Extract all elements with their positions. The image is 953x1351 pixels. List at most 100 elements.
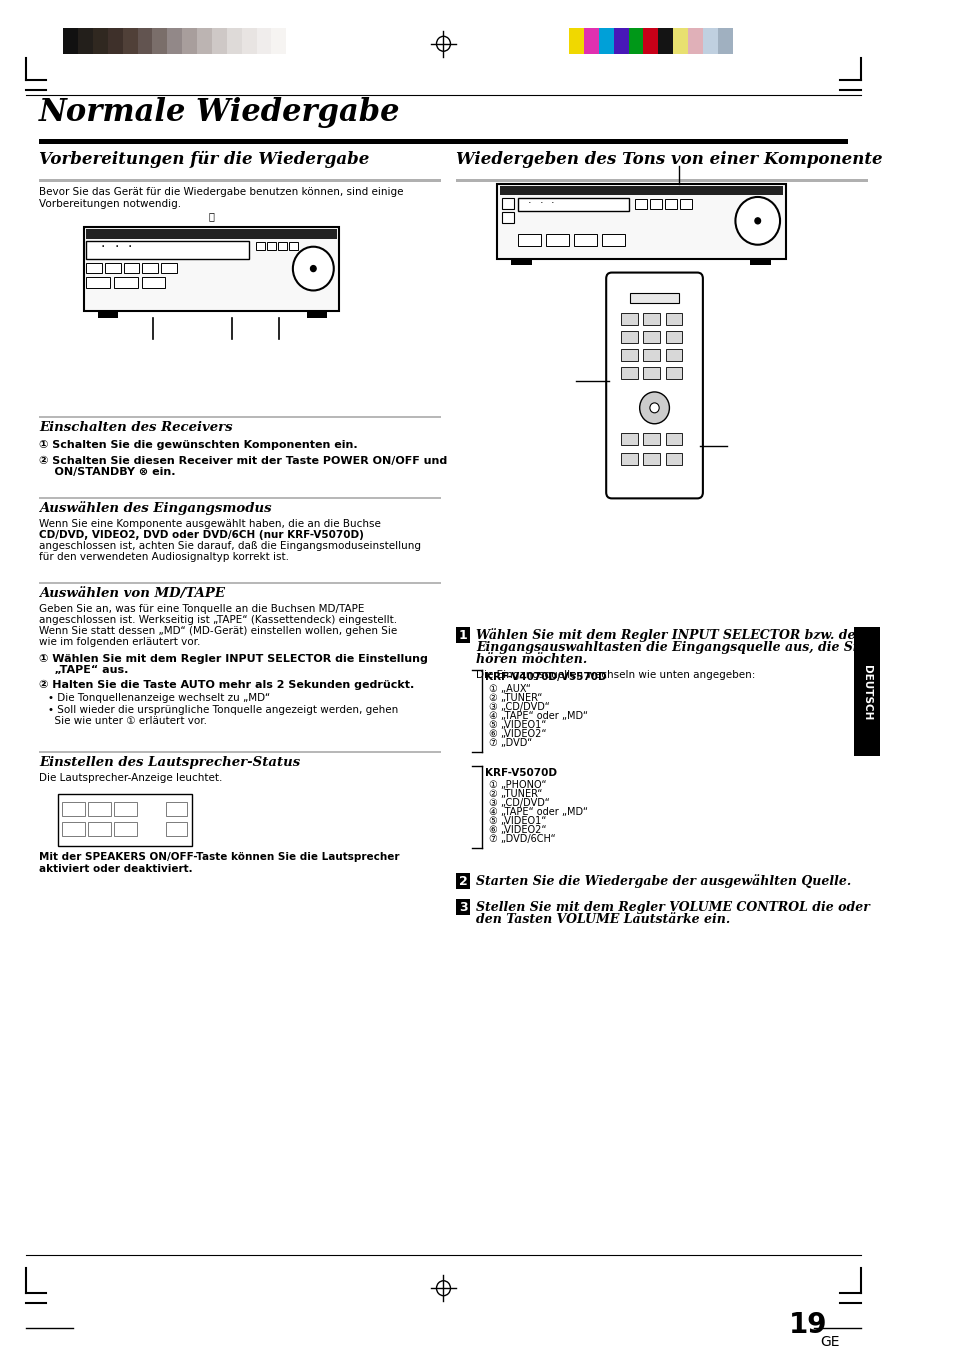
Bar bbox=[62, 801, 85, 816]
Text: Bevor Sie das Gerät für die Wiedergabe benutzen können, sind einige: Bevor Sie das Gerät für die Wiedergabe b… bbox=[39, 186, 403, 197]
Text: Eingangsauswahltasten die Eingangsquelle aus, die Sie: Eingangsauswahltasten die Eingangsquelle… bbox=[476, 640, 864, 654]
Bar bbox=[197, 28, 212, 54]
Text: wie im folgenden erläutert vor.: wie im folgenden erläutert vor. bbox=[39, 636, 200, 647]
Bar bbox=[665, 331, 681, 343]
Text: Die Eingangsquellen wechseln wie unten angegeben:: Die Eingangsquellen wechseln wie unten a… bbox=[476, 670, 755, 681]
Bar bbox=[142, 262, 158, 273]
Text: ② „TUNER“: ② „TUNER“ bbox=[489, 789, 542, 798]
Text: ① Wählen Sie mit dem Regler INPUT SELECTOR die Einstellung: ① Wählen Sie mit dem Regler INPUT SELECT… bbox=[39, 654, 428, 663]
Text: CD/DVD, VIDEO2, DVD oder DVD/6CH (nur KRF-V5070D): CD/DVD, VIDEO2, DVD oder DVD/6CH (nur KR… bbox=[39, 530, 363, 540]
Bar bbox=[39, 497, 440, 500]
Bar bbox=[642, 367, 659, 380]
Circle shape bbox=[649, 403, 659, 413]
Bar bbox=[649, 199, 661, 209]
Bar bbox=[456, 627, 470, 643]
Bar bbox=[87, 240, 249, 258]
Bar bbox=[166, 801, 187, 816]
Text: ⑦ „DVD/6CH“: ⑦ „DVD/6CH“ bbox=[489, 834, 555, 843]
Bar bbox=[39, 751, 440, 753]
Bar bbox=[255, 242, 265, 250]
Text: GE: GE bbox=[820, 1335, 839, 1350]
Bar bbox=[501, 199, 514, 209]
Text: ② „TUNER“: ② „TUNER“ bbox=[489, 693, 542, 704]
Circle shape bbox=[754, 218, 760, 224]
Bar bbox=[182, 28, 197, 54]
Bar bbox=[123, 28, 137, 54]
Text: ON/STANDBY ⊗ ein.: ON/STANDBY ⊗ ein. bbox=[39, 467, 175, 477]
Bar bbox=[665, 349, 681, 361]
Bar bbox=[665, 453, 681, 465]
Bar bbox=[620, 313, 638, 326]
Bar bbox=[568, 28, 583, 54]
Text: Geben Sie an, was für eine Tonquelle an die Buchsen MD/TAPE: Geben Sie an, was für eine Tonquelle an … bbox=[39, 604, 364, 613]
Bar bbox=[114, 277, 137, 289]
Bar bbox=[630, 293, 678, 304]
Bar bbox=[749, 258, 770, 265]
Bar bbox=[717, 28, 732, 54]
Bar bbox=[664, 199, 676, 209]
Text: Die Lautsprecher-Anzeige leuchtet.: Die Lautsprecher-Anzeige leuchtet. bbox=[39, 773, 222, 782]
Text: ⏻: ⏻ bbox=[208, 211, 213, 220]
Text: für den verwendeten Audiosignaltyp korrekt ist.: für den verwendeten Audiosignaltyp korre… bbox=[39, 553, 289, 562]
Bar bbox=[267, 242, 275, 250]
Text: Sie wie unter ① erläutert vor.: Sie wie unter ① erläutert vor. bbox=[49, 716, 207, 727]
Text: ⑤ „VIDEO1“: ⑤ „VIDEO1“ bbox=[489, 816, 546, 825]
Bar bbox=[620, 432, 638, 444]
Text: 19: 19 bbox=[787, 1310, 826, 1339]
Text: aktiviert oder deaktiviert.: aktiviert oder deaktiviert. bbox=[39, 865, 193, 874]
Text: ② Schalten Sie diesen Receiver mit der Taste POWER ON/OFF und: ② Schalten Sie diesen Receiver mit der T… bbox=[39, 455, 447, 466]
Bar bbox=[84, 227, 339, 311]
Circle shape bbox=[639, 392, 669, 424]
Bar bbox=[702, 28, 717, 54]
Text: „TAPE“ aus.: „TAPE“ aus. bbox=[39, 666, 129, 676]
Bar bbox=[212, 28, 227, 54]
Text: • Soll wieder die ursprüngliche Tonquelle angezeigt werden, gehen: • Soll wieder die ursprüngliche Tonquell… bbox=[49, 705, 398, 715]
Bar bbox=[227, 28, 241, 54]
Bar bbox=[573, 234, 597, 246]
Text: ·: · bbox=[538, 197, 542, 208]
Text: angeschlossen ist. Werkseitig ist „TAPE“ (Kassettendeck) eingestellt.: angeschlossen ist. Werkseitig ist „TAPE“… bbox=[39, 615, 396, 624]
Bar bbox=[89, 801, 111, 816]
Text: ·: · bbox=[128, 239, 132, 254]
Bar bbox=[511, 258, 531, 265]
Bar bbox=[256, 28, 272, 54]
Bar bbox=[687, 28, 702, 54]
Bar bbox=[105, 262, 121, 273]
Bar bbox=[642, 331, 659, 343]
Bar bbox=[499, 186, 782, 195]
Bar bbox=[456, 180, 867, 181]
Text: ① Schalten Sie die gewünschten Komponenten ein.: ① Schalten Sie die gewünschten Komponent… bbox=[39, 439, 357, 450]
Text: KRF-V5070D: KRF-V5070D bbox=[485, 767, 557, 778]
Bar bbox=[167, 28, 182, 54]
Bar bbox=[39, 139, 847, 145]
Bar bbox=[87, 262, 102, 273]
Bar bbox=[642, 349, 659, 361]
Text: angeschlossen ist, achten Sie darauf, daß die Eingangsmoduseinstellung: angeschlossen ist, achten Sie darauf, da… bbox=[39, 542, 420, 551]
Bar bbox=[673, 28, 687, 54]
Text: Wenn Sie statt dessen „MD“ (MD-Gerät) einstellen wollen, gehen Sie: Wenn Sie statt dessen „MD“ (MD-Gerät) ei… bbox=[39, 626, 396, 636]
Text: Vorbereitungen für die Wiedergabe: Vorbereitungen für die Wiedergabe bbox=[39, 151, 369, 168]
Bar bbox=[517, 199, 629, 211]
Bar bbox=[620, 367, 638, 380]
Circle shape bbox=[293, 247, 334, 290]
Bar bbox=[679, 199, 691, 209]
Bar bbox=[497, 184, 785, 258]
Text: Vorbereitungen notwendig.: Vorbereitungen notwendig. bbox=[39, 199, 181, 209]
Text: ① „AUX“: ① „AUX“ bbox=[489, 685, 531, 694]
Text: Wählen Sie mit dem Regler INPUT SELECTOR bzw. den: Wählen Sie mit dem Regler INPUT SELECTOR… bbox=[476, 628, 863, 642]
Bar bbox=[642, 313, 659, 326]
Bar bbox=[456, 900, 470, 915]
Text: ·: · bbox=[550, 197, 554, 208]
Text: ③ „CD/DVD“: ③ „CD/DVD“ bbox=[489, 797, 549, 808]
Bar bbox=[620, 453, 638, 465]
Text: ③ „CD/DVD“: ③ „CD/DVD“ bbox=[489, 703, 549, 712]
Bar bbox=[97, 311, 118, 319]
Bar bbox=[665, 432, 681, 444]
Bar bbox=[620, 331, 638, 343]
Bar bbox=[92, 28, 108, 54]
Bar bbox=[277, 242, 287, 250]
Text: DEUTSCH: DEUTSCH bbox=[861, 665, 871, 720]
Text: Einstellen des Lautsprecher-Status: Einstellen des Lautsprecher-Status bbox=[39, 757, 300, 769]
Text: KRF-V4070D/V5570D: KRF-V4070D/V5570D bbox=[485, 673, 606, 682]
Text: Auswählen von MD/TAPE: Auswählen von MD/TAPE bbox=[39, 586, 225, 600]
